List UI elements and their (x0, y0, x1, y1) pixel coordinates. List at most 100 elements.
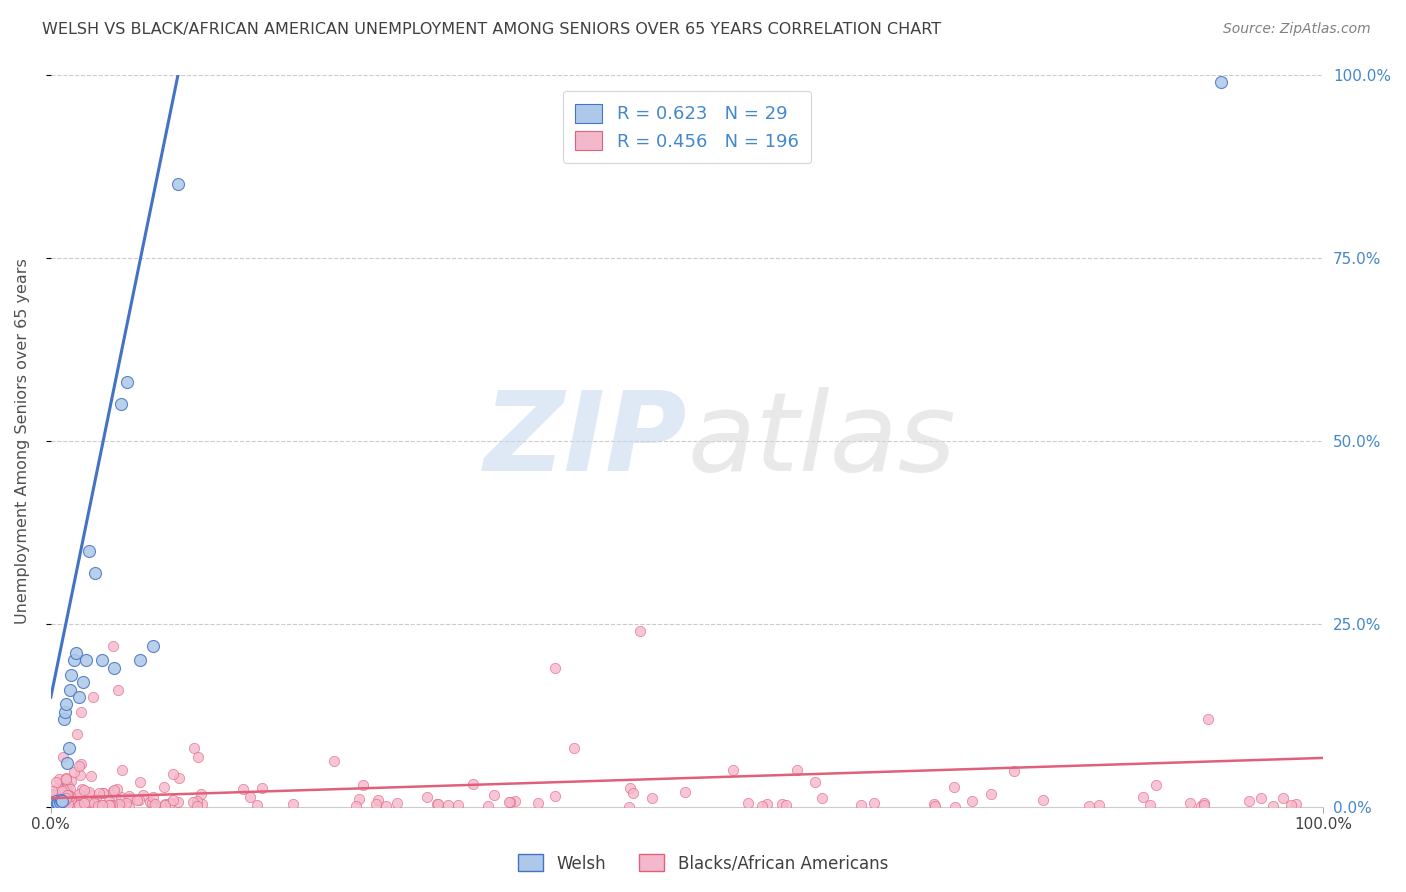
Point (191, 797, 214, 811)
Point (128, 775, 150, 789)
Point (103, 639, 125, 653)
Point (80, 789, 103, 803)
Point (142, 639, 165, 653)
Point (84, 566, 107, 580)
Point (127, 793, 149, 807)
Point (52, 712, 75, 726)
Point (65, 791, 87, 805)
Point (387, 796, 409, 810)
Point (42, 797, 65, 812)
Point (46, 799, 69, 814)
Point (44, 797, 66, 811)
Point (621, 786, 644, 800)
Point (59, 789, 82, 804)
Point (110, 798, 132, 813)
Point (159, 796, 181, 810)
Point (1237, 793, 1260, 807)
Point (59, 794, 82, 808)
Point (58, 787, 80, 801)
Point (1197, 712, 1219, 726)
Point (56, 756, 79, 770)
Point (107, 682, 129, 697)
Point (79, 769, 101, 783)
Point (1144, 778, 1167, 792)
Point (477, 798, 499, 813)
Point (53, 772, 76, 787)
Point (63, 765, 86, 780)
Point (98, 798, 121, 813)
Point (67, 759, 90, 773)
Point (142, 798, 165, 813)
Point (73, 783, 96, 797)
Point (104, 791, 127, 805)
Point (58, 741, 80, 756)
Point (55, 772, 77, 786)
Point (59, 682, 82, 697)
Point (77, 543, 100, 558)
Point (46, 792, 69, 806)
Point (344, 798, 367, 813)
Point (463, 776, 485, 790)
Point (91, 785, 114, 799)
Point (498, 795, 520, 809)
Point (41, 783, 63, 797)
Point (1285, 797, 1308, 811)
Point (59, 773, 82, 788)
Point (56, 789, 79, 803)
Point (851, 797, 873, 812)
Point (48, 797, 70, 811)
Point (155, 797, 177, 811)
Point (52, 783, 75, 797)
Point (41, 787, 63, 801)
Point (103, 783, 125, 797)
Point (66, 799, 89, 814)
Point (628, 624, 651, 639)
Point (498, 795, 520, 809)
Point (943, 780, 966, 794)
Point (1189, 799, 1212, 814)
Point (503, 794, 526, 808)
Point (42, 800, 65, 814)
Point (105, 781, 128, 796)
Point (756, 797, 779, 811)
Point (55, 780, 77, 795)
Point (1272, 791, 1295, 805)
Point (62, 797, 84, 812)
Point (42, 797, 65, 812)
Point (67, 797, 90, 812)
Point (90, 653, 112, 667)
Point (239, 789, 262, 804)
Point (1281, 798, 1303, 813)
Point (75, 653, 97, 667)
Point (44, 797, 66, 812)
Point (73, 796, 96, 810)
Point (141, 796, 163, 810)
Point (56, 790, 79, 805)
Point (619, 799, 641, 814)
Point (447, 798, 470, 813)
Point (751, 798, 773, 813)
Point (44, 798, 66, 813)
Point (142, 789, 165, 804)
Point (84, 792, 107, 806)
Point (167, 178, 190, 192)
Point (1250, 791, 1272, 805)
Point (98, 795, 121, 809)
Point (62, 653, 84, 667)
Point (250, 781, 273, 796)
Point (232, 781, 254, 796)
Point (562, 741, 585, 756)
Point (70, 705, 93, 719)
Legend: Welsh, Blacks/African Americans: Welsh, Blacks/African Americans (512, 847, 894, 880)
Point (51, 794, 73, 808)
Point (53, 705, 76, 719)
Point (45, 775, 67, 789)
Point (543, 661, 565, 675)
Point (56, 792, 79, 806)
Point (281, 797, 304, 811)
Point (79, 797, 101, 811)
Point (67, 690, 90, 705)
Point (162, 766, 184, 780)
Point (118, 789, 141, 803)
Point (166, 795, 188, 809)
